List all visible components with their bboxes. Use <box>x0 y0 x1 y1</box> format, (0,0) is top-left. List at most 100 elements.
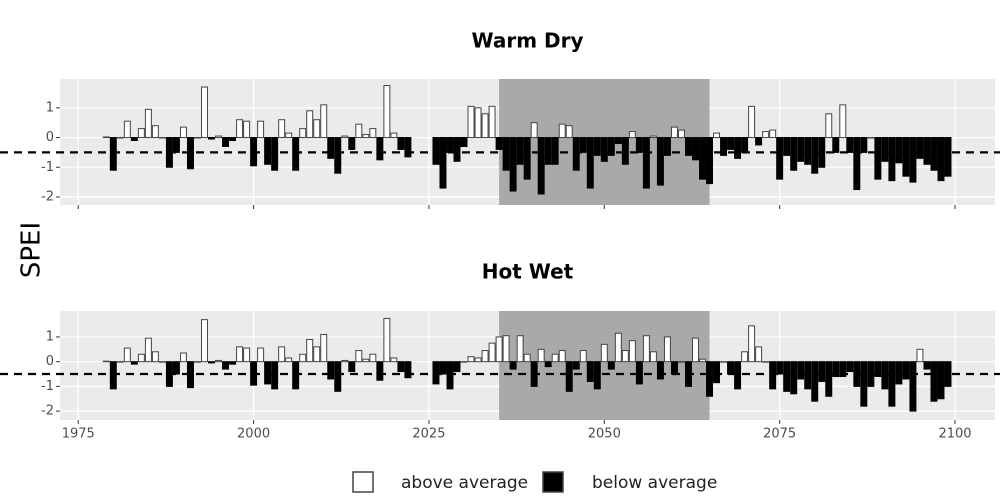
bar <box>895 361 903 385</box>
y-tick-label: 1 <box>46 100 54 115</box>
bar <box>299 353 307 363</box>
bar <box>593 137 601 156</box>
bar <box>327 137 335 159</box>
bar <box>509 361 517 370</box>
bar <box>123 347 131 363</box>
bar <box>544 361 552 368</box>
bar <box>229 361 237 365</box>
bar <box>432 361 440 385</box>
bar <box>397 361 405 373</box>
bar <box>502 137 510 171</box>
bar <box>551 137 559 165</box>
bar <box>355 350 363 363</box>
bar <box>495 336 503 363</box>
bar <box>600 137 608 162</box>
bar <box>222 361 230 370</box>
bar <box>783 361 791 392</box>
bar <box>586 361 594 382</box>
bar <box>713 132 721 139</box>
bar <box>439 137 447 189</box>
bar <box>109 361 117 390</box>
bar <box>572 137 580 171</box>
y-tick-label: 0 <box>46 354 54 369</box>
bar <box>390 357 398 363</box>
bar <box>285 132 293 139</box>
bar <box>769 361 777 390</box>
y-tick-label: 1 <box>46 329 54 344</box>
bar <box>762 131 770 139</box>
bar <box>593 361 601 390</box>
bar <box>390 132 398 139</box>
bar <box>944 137 952 177</box>
bar <box>804 137 812 165</box>
bar <box>790 137 798 171</box>
bar <box>306 338 314 363</box>
y-axis-label: SPEI <box>17 222 47 278</box>
bar <box>607 361 615 370</box>
bar <box>383 317 391 363</box>
bar <box>677 129 685 139</box>
y-tick-label: 0 <box>46 130 54 145</box>
bar <box>341 359 349 363</box>
bar <box>130 361 138 365</box>
x-tick-label: 2025 <box>412 427 445 442</box>
bar <box>264 361 272 385</box>
y-tick-label: -1 <box>41 160 54 175</box>
bar <box>488 342 496 363</box>
bar <box>670 126 678 139</box>
bar <box>614 137 622 144</box>
panel-title: Warm Dry <box>471 29 583 53</box>
bar <box>797 361 805 380</box>
bar <box>495 137 503 150</box>
bar <box>684 137 692 156</box>
bar <box>151 351 159 363</box>
bar <box>649 351 657 363</box>
bar <box>369 128 377 139</box>
bar <box>734 137 742 159</box>
highlight-period <box>499 311 710 420</box>
y-tick-label: -1 <box>41 379 54 394</box>
bar <box>804 361 812 390</box>
bar <box>208 361 215 364</box>
bar <box>692 137 699 161</box>
x-tick-label: 2100 <box>938 427 971 442</box>
bar <box>811 361 819 402</box>
bar <box>755 346 763 363</box>
bar <box>446 361 454 390</box>
bar <box>825 113 833 139</box>
bar <box>348 137 356 150</box>
bar <box>537 348 545 363</box>
bar <box>229 137 237 142</box>
bar <box>432 137 440 165</box>
bar <box>670 361 678 375</box>
bar <box>860 361 868 407</box>
bar <box>692 337 699 363</box>
bar <box>116 137 124 139</box>
bar <box>832 137 840 153</box>
bar <box>874 361 882 377</box>
bar <box>551 353 559 363</box>
bar <box>888 137 896 182</box>
legend-label: below average <box>592 473 717 493</box>
bar <box>846 137 854 153</box>
bar <box>867 137 875 139</box>
bar <box>172 361 180 375</box>
bar <box>285 357 293 363</box>
legend-label: above average <box>401 473 528 493</box>
bar <box>123 120 131 139</box>
bar <box>292 361 300 390</box>
bar <box>355 123 363 139</box>
bar <box>369 353 377 363</box>
bar <box>586 137 594 189</box>
bar <box>888 361 896 407</box>
bar <box>193 361 201 363</box>
bar <box>102 136 110 139</box>
bar <box>236 119 244 139</box>
bar <box>215 135 223 139</box>
bar <box>502 335 510 363</box>
bar <box>776 361 784 375</box>
bar <box>565 125 573 139</box>
bar <box>635 137 643 153</box>
bar <box>902 137 910 177</box>
